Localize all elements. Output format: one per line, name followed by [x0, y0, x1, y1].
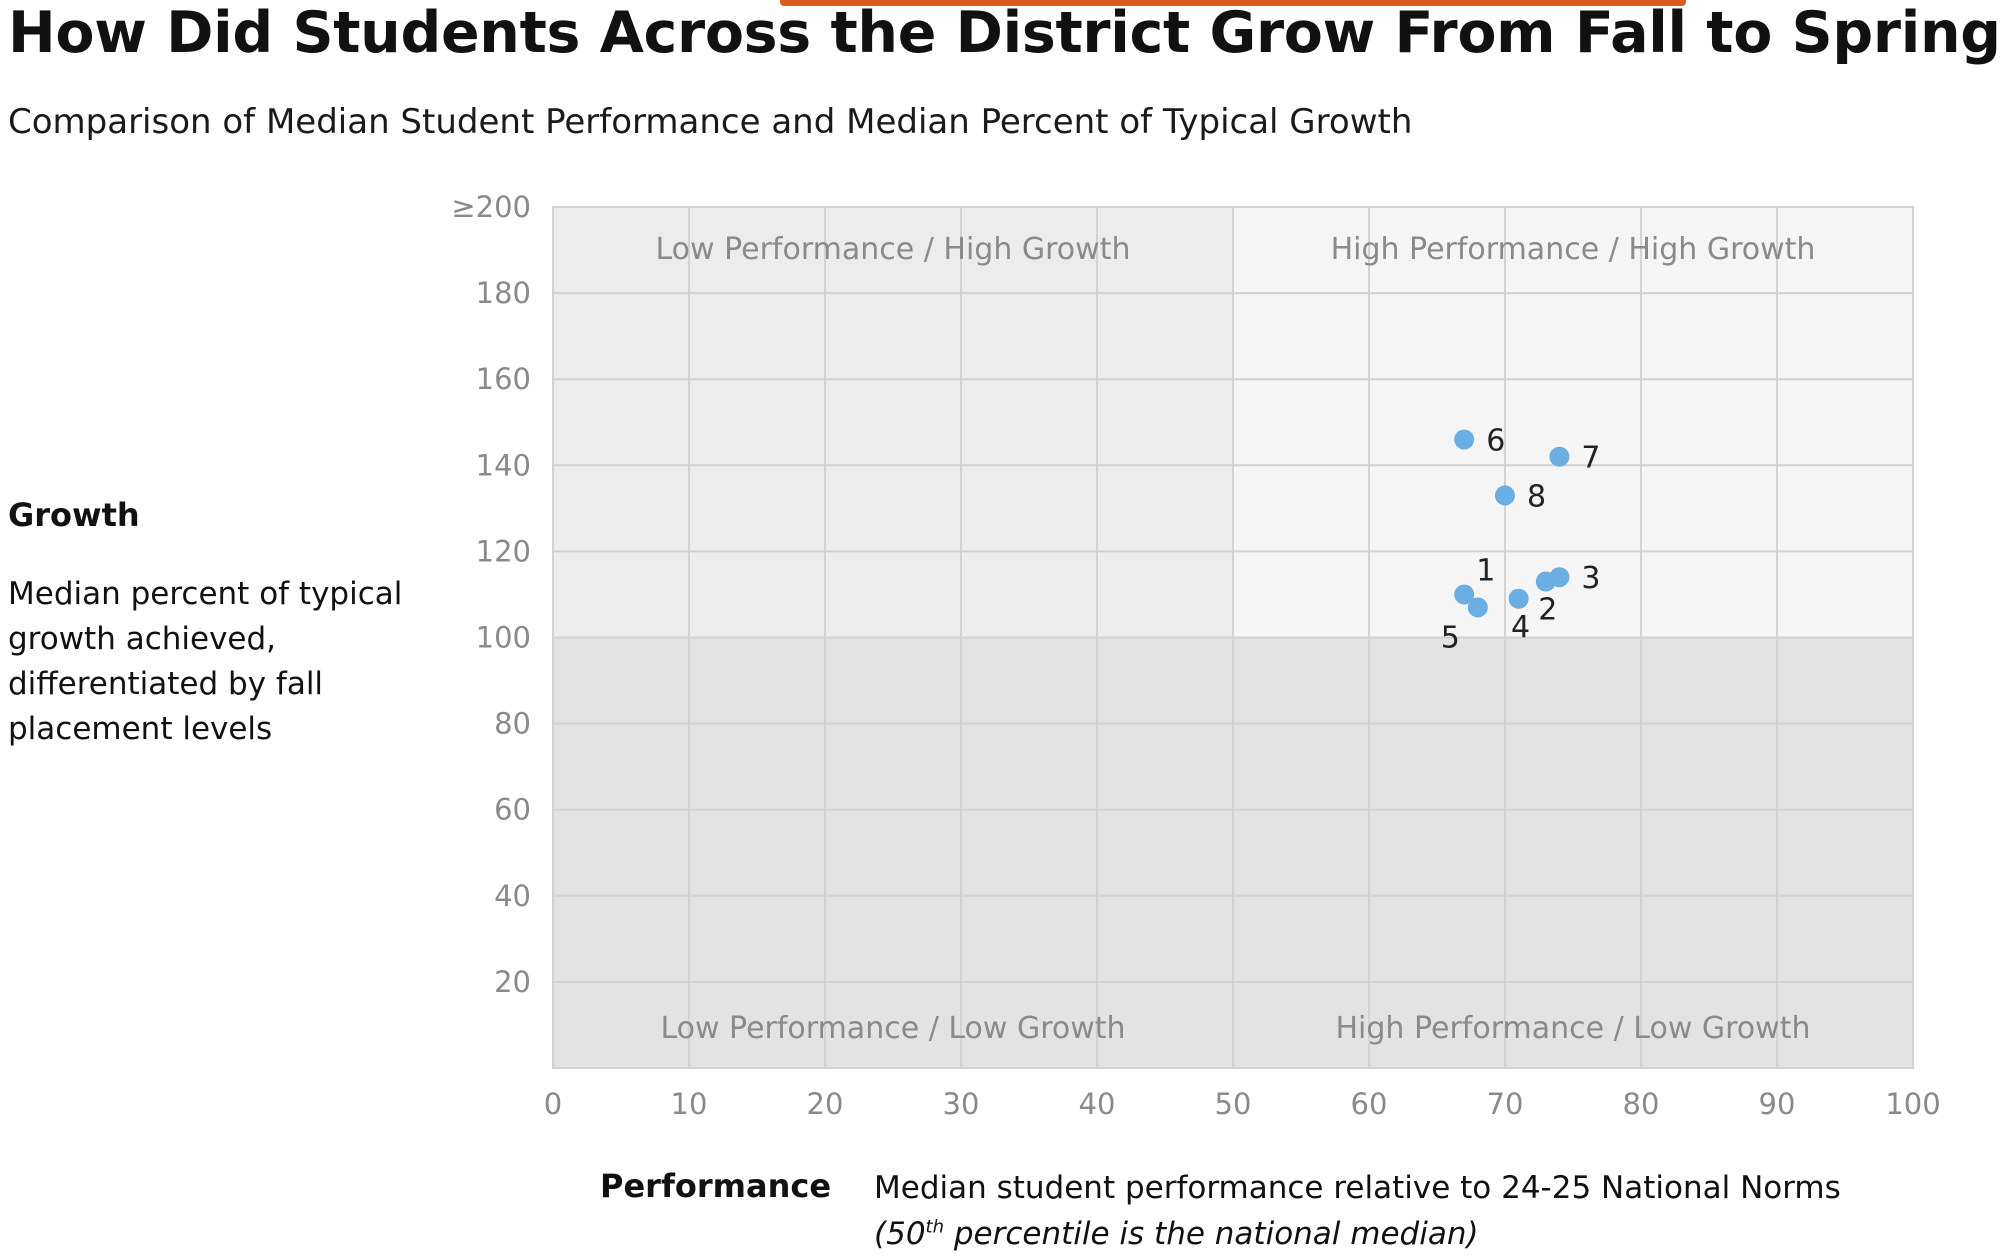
data-point-label-3: 3 [1581, 561, 1600, 596]
y-axis-heading: Growth [8, 496, 140, 534]
page-title: How Did Students Across the District Gro… [8, 0, 2000, 66]
data-point-label-7: 7 [1581, 441, 1600, 476]
y-tick-label: 140 [476, 448, 531, 482]
y-tick-label: 20 [494, 965, 531, 999]
page-subtitle: Comparison of Median Student Performance… [8, 102, 1413, 142]
plot-border [552, 206, 1914, 1069]
y-tick-label: 120 [476, 534, 531, 568]
data-point-label-4: 4 [1511, 610, 1530, 645]
quadrant-top-right [1233, 207, 1913, 638]
x-tick-label: 20 [807, 1087, 844, 1121]
x-tick-label: 40 [1079, 1087, 1116, 1121]
x-tick-label: 80 [1623, 1087, 1660, 1121]
quadrant-top-left [553, 207, 1233, 638]
quadrant-bottom-right [1233, 637, 1913, 1068]
data-point-7 [1549, 446, 1570, 467]
top-accent-bar [780, 0, 1686, 6]
x-tick-label: 70 [1487, 1087, 1524, 1121]
data-point-label-2: 2 [1538, 593, 1557, 628]
y-tick-label: 180 [476, 276, 531, 310]
x-tick-label: 10 [671, 1087, 708, 1121]
x-tick-label: 0 [544, 1087, 562, 1121]
data-point-4 [1508, 588, 1529, 609]
quadrant-label-bottom-right: High Performance / Low Growth [1336, 1011, 1811, 1046]
data-point-label-6: 6 [1486, 423, 1505, 458]
y-tick-label: 60 [494, 793, 531, 827]
data-point-3 [1549, 567, 1570, 588]
y-tick-label: 80 [494, 707, 531, 741]
data-point-label-1: 1 [1476, 553, 1495, 588]
x-tick-label: 90 [1759, 1087, 1796, 1121]
x-tick-label: 100 [1885, 1087, 1940, 1121]
data-point-1 [1454, 584, 1475, 605]
data-point-8 [1495, 485, 1515, 506]
y-tick-label: 40 [494, 879, 531, 913]
y-tick-label: 100 [476, 621, 531, 655]
quadrant-label-bottom-left: Low Performance / Low Growth [660, 1011, 1125, 1046]
data-point-6 [1454, 429, 1475, 450]
data-point-label-8: 8 [1527, 479, 1546, 514]
x-axis-note-superscript: th [925, 1216, 945, 1238]
quadrant-bottom-left [553, 637, 1233, 1068]
data-point-5 [1467, 597, 1488, 618]
x-tick-label: 50 [1215, 1087, 1252, 1121]
x-tick-label: 30 [943, 1087, 980, 1121]
x-axis-heading: Performance [600, 1167, 832, 1205]
x-tick-label: 60 [1351, 1087, 1388, 1121]
x-axis-note-prefix: (50 [874, 1216, 926, 1252]
y-tick-label: 160 [476, 362, 531, 396]
x-axis-note-suffix: percentile is the national median) [944, 1216, 1479, 1252]
quadrant-label-top-left: Low Performance / High Growth [656, 232, 1131, 267]
x-axis-description: Median student performance relative to 2… [874, 1170, 1841, 1206]
y-axis-description: Median percent of typical growth achieve… [8, 576, 403, 747]
quadrant-label-top-right: High Performance / High Growth [1331, 232, 1816, 267]
y-tick-label: ≥200 [451, 190, 531, 224]
x-axis-note: (50th percentile is the national median) [874, 1216, 1479, 1252]
data-point-label-5: 5 [1441, 620, 1460, 655]
